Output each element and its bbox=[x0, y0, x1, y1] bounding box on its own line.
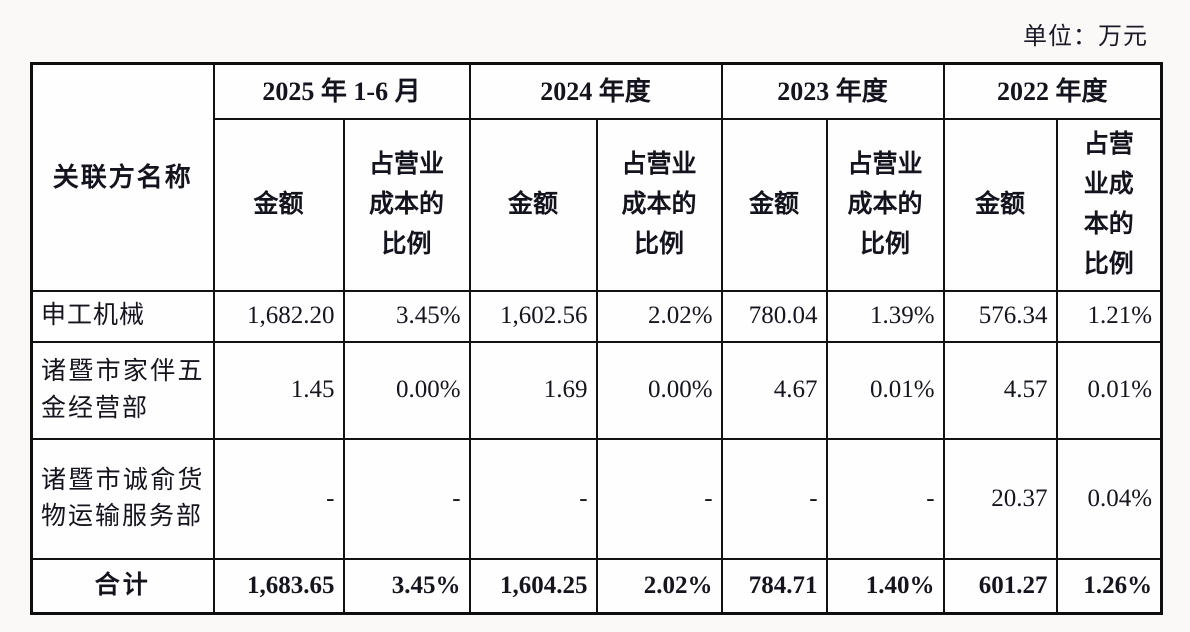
amount-cell: 1.45 bbox=[212, 341, 345, 440]
row-label: 申工机械 bbox=[30, 290, 215, 343]
total-label: 合计 bbox=[30, 558, 215, 615]
amount-cell: 780.04 bbox=[720, 290, 828, 343]
period-header-2022: 2022 年度 bbox=[942, 62, 1163, 120]
row-label: 诸暨市家伴五金经营部 bbox=[30, 341, 215, 440]
amount-cell: 1,683.65 bbox=[212, 558, 345, 615]
period-header-2024: 2024 年度 bbox=[468, 62, 723, 120]
amount-cell: 601.27 bbox=[942, 558, 1058, 615]
amount-cell: 1.69 bbox=[468, 341, 598, 440]
amount-header-2025: 金额 bbox=[212, 118, 345, 292]
ratio-cell: 0.00% bbox=[595, 341, 723, 440]
amount-cell: - bbox=[720, 438, 828, 560]
column-header-related-party-name: 关联方名称 bbox=[30, 62, 215, 292]
period-header-2023: 2023 年度 bbox=[720, 62, 945, 120]
ratio-cell: 1.26% bbox=[1055, 558, 1163, 615]
ratio-cell: 2.02% bbox=[595, 290, 723, 343]
period-header-2025-h1: 2025 年 1-6 月 bbox=[212, 62, 471, 120]
period-header-row: 关联方名称 2025 年 1-6 月 2024 年度 2023 年度 2022 … bbox=[30, 62, 1163, 292]
amount-header-2022: 金额 bbox=[942, 118, 1058, 292]
ratio-cell: 1.39% bbox=[825, 290, 945, 343]
ratio-header-text: 占营业成本的比例 bbox=[621, 151, 697, 258]
ratio-header-2022: 占营业成本的比例 bbox=[1055, 118, 1163, 292]
ratio-cell: 3.45% bbox=[342, 290, 471, 343]
amount-cell: - bbox=[468, 438, 598, 560]
subheader-row: 金额 占营业成本的比例 金额 占营业成本的比例 金额 占营业成本的比例 金额 占… bbox=[32, 118, 1163, 292]
ratio-cell: 0.01% bbox=[1055, 341, 1163, 440]
unit-label: 单位：万元 bbox=[1023, 24, 1148, 50]
ratio-cell: 1.21% bbox=[1055, 290, 1163, 343]
ratio-header-text: 占营业成本的比例 bbox=[1083, 131, 1134, 278]
amount-cell: 4.67 bbox=[720, 341, 828, 440]
ratio-header-2024: 占营业成本的比例 bbox=[595, 118, 723, 292]
ratio-cell: 3.45% bbox=[342, 558, 471, 615]
amount-cell: 1,602.56 bbox=[468, 290, 598, 343]
ratio-header-text: 占营业成本的比例 bbox=[847, 151, 923, 258]
row-label: 诸暨市诚俞货物运输服务部 bbox=[30, 438, 215, 560]
ratio-cell: - bbox=[342, 438, 471, 560]
ratio-cell: 2.02% bbox=[595, 558, 723, 615]
related-party-purchases-table: 关联方名称 2025 年 1-6 月 2024 年度 2023 年度 2022 … bbox=[30, 62, 1164, 615]
amount-cell: 4.57 bbox=[942, 341, 1058, 440]
ratio-header-text: 占营业成本的比例 bbox=[368, 151, 444, 258]
ratio-cell: - bbox=[825, 438, 945, 560]
table-row: 诸暨市家伴五金经营部 1.45 0.00% 1.69 0.00% 4.67 0.… bbox=[30, 341, 1163, 440]
table-row: 诸暨市诚俞货物运输服务部 - - - - - - 20.37 0.04% bbox=[30, 438, 1163, 560]
amount-cell: 20.37 bbox=[942, 438, 1058, 560]
ratio-header-2023: 占营业成本的比例 bbox=[825, 118, 945, 292]
amount-header-2024: 金额 bbox=[468, 118, 598, 292]
total-row: 合计 1,683.65 3.45% 1,604.25 2.02% 784.71 … bbox=[30, 558, 1163, 615]
ratio-cell: 0.00% bbox=[342, 341, 471, 440]
amount-cell: - bbox=[212, 438, 345, 560]
amount-header-2023: 金额 bbox=[720, 118, 828, 292]
ratio-cell: - bbox=[595, 438, 723, 560]
ratio-header-2025: 占营业成本的比例 bbox=[342, 118, 471, 292]
amount-cell: 1,604.25 bbox=[468, 558, 598, 615]
ratio-cell: 0.04% bbox=[1055, 438, 1163, 560]
ratio-cell: 0.01% bbox=[825, 341, 945, 440]
ratio-cell: 1.40% bbox=[825, 558, 945, 615]
table-row: 申工机械 1,682.20 3.45% 1,602.56 2.02% 780.0… bbox=[30, 290, 1163, 343]
amount-cell: 1,682.20 bbox=[212, 290, 345, 343]
amount-cell: 576.34 bbox=[942, 290, 1058, 343]
amount-cell: 784.71 bbox=[720, 558, 828, 615]
